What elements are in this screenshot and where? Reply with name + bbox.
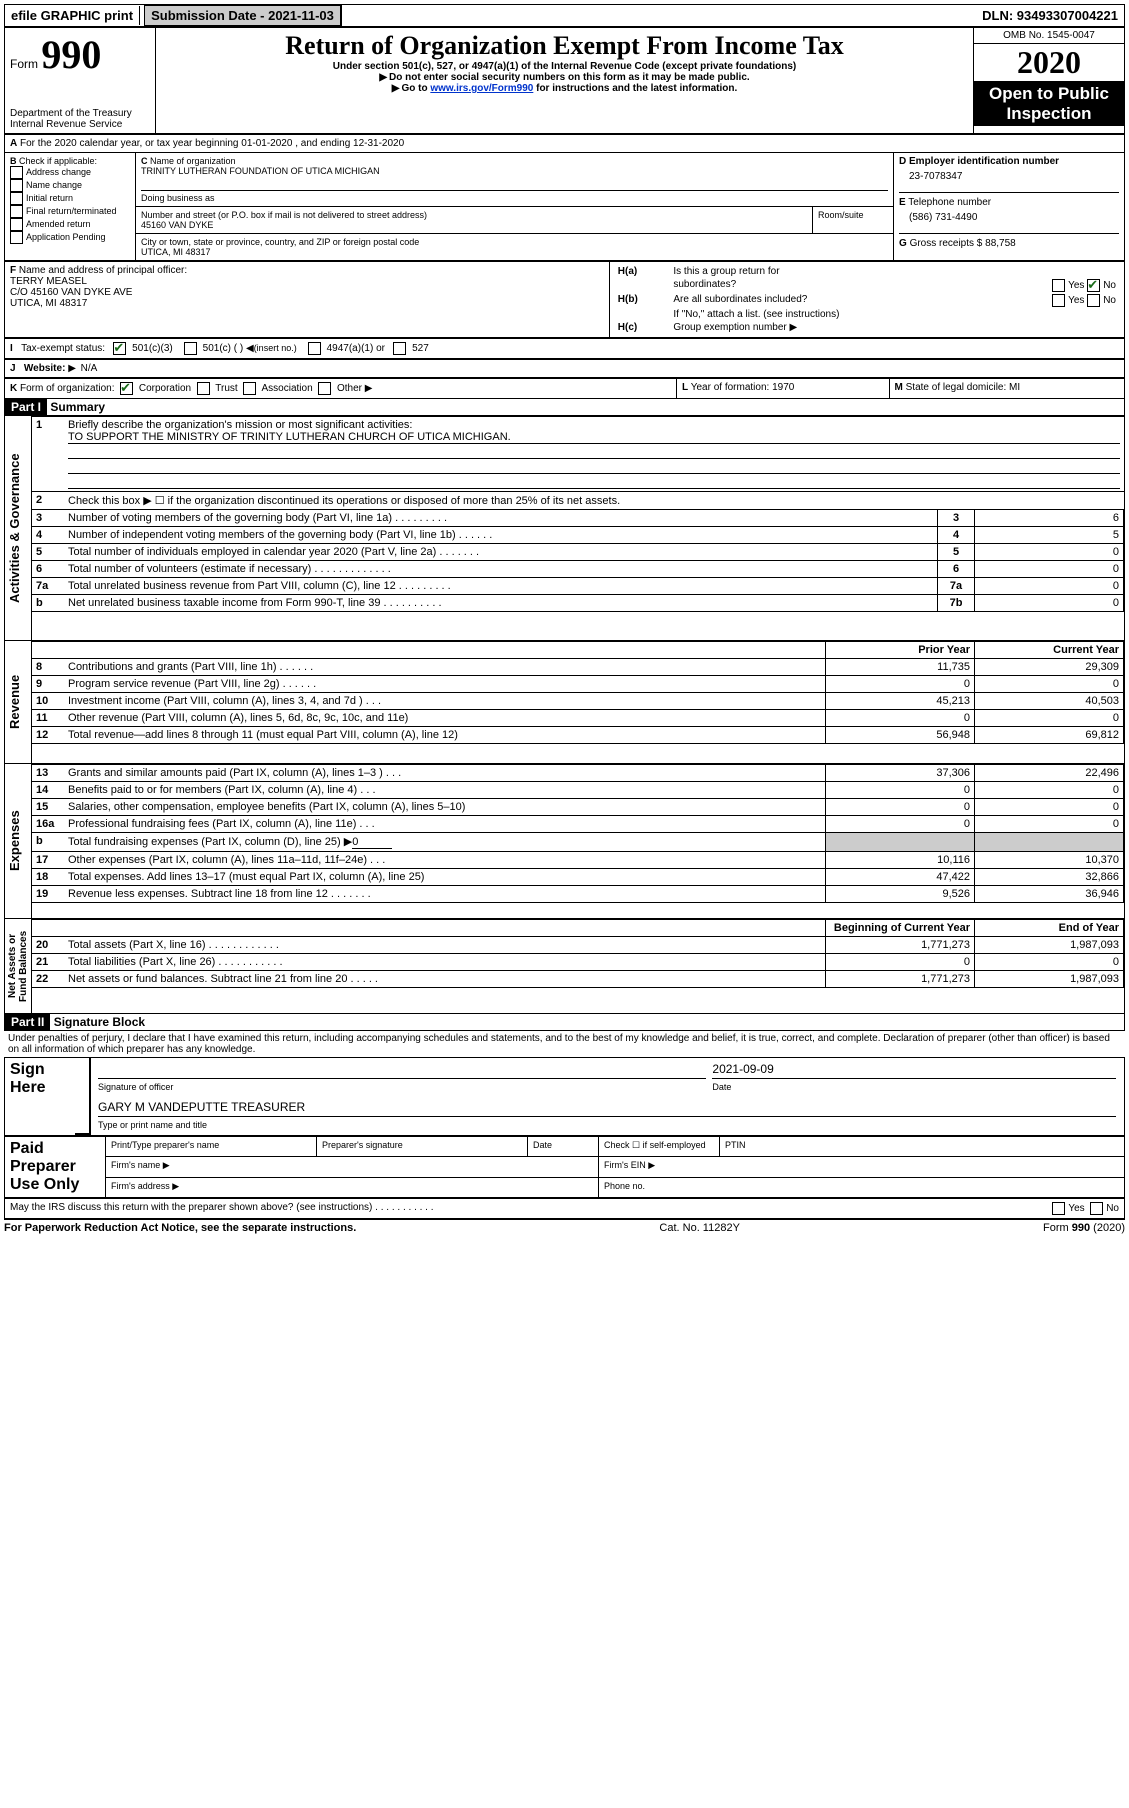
submission-date-btn[interactable]: Submission Date - 2021-11-03: [144, 5, 341, 26]
form-footer: Form 990 (2020): [1043, 1222, 1125, 1234]
omb: OMB No. 1545-0047: [974, 28, 1124, 44]
addr-change-cb[interactable]: [10, 166, 23, 179]
sec-activities: Activities & Governance: [5, 416, 24, 640]
other-cb[interactable]: [318, 382, 331, 395]
officer-sig-name: GARY M VANDEPUTTE TREASURER: [98, 1100, 1116, 1117]
final-cb[interactable]: [10, 205, 23, 218]
efile-label: efile GRAPHIC print: [5, 6, 140, 25]
form-prefix: Form: [10, 57, 38, 71]
l7b-val: 0: [975, 595, 1124, 612]
sign-date: 2021-09-09: [712, 1062, 1116, 1079]
mission: TO SUPPORT THE MINISTRY OF TRINITY LUTHE…: [68, 431, 1120, 444]
gross-receipts: 88,758: [985, 238, 1016, 249]
form990-link[interactable]: www.irs.gov/Form990: [430, 83, 533, 94]
sec-expenses: Expenses: [5, 764, 24, 918]
discuss-yes-cb[interactable]: [1052, 1202, 1065, 1215]
pra-notice: For Paperwork Reduction Act Notice, see …: [4, 1222, 356, 1234]
discuss-no-cb[interactable]: [1090, 1202, 1103, 1215]
paid-prep: Paid Preparer Use Only: [10, 1140, 100, 1194]
org-name: TRINITY LUTHERAN FOUNDATION OF UTICA MIC…: [141, 166, 380, 176]
l4-val: 5: [975, 527, 1124, 544]
l7a-val: 0: [975, 578, 1124, 595]
ha-yes-cb[interactable]: [1052, 279, 1065, 292]
initial-cb[interactable]: [10, 192, 23, 205]
year-formation: 1970: [772, 382, 794, 393]
name-change-cb[interactable]: [10, 179, 23, 192]
l6-val: 0: [975, 561, 1124, 578]
phone: (586) 731-4490: [899, 208, 1119, 233]
amended-cb[interactable]: [10, 218, 23, 231]
city: UTICA, MI 48317: [141, 247, 211, 257]
dln: DLN: 93493307004221: [346, 6, 1124, 25]
501c3-cb[interactable]: [113, 342, 126, 355]
ein: 23-7078347: [899, 167, 1119, 192]
header-box: Form 990 Department of the Treasury Inte…: [4, 27, 1125, 134]
l5-val: 0: [975, 544, 1124, 561]
website: N/A: [81, 363, 98, 374]
main-title: Return of Organization Exempt From Incom…: [161, 31, 968, 61]
street: 45160 VAN DYKE: [141, 220, 213, 230]
l3-val: 6: [975, 510, 1124, 527]
part1-label: Part I: [5, 399, 47, 415]
subtitle-1: Under section 501(c), 527, or 4947(a)(1)…: [161, 61, 968, 72]
domicile: MI: [1009, 382, 1020, 393]
part2-label: Part II: [5, 1014, 50, 1030]
501c-cb[interactable]: [184, 342, 197, 355]
sign-here: Sign Here: [10, 1061, 70, 1097]
form-number: 990: [41, 32, 101, 77]
trust-cb[interactable]: [197, 382, 210, 395]
subtitle-2: Do not enter social security numbers on …: [389, 72, 750, 83]
corp-cb[interactable]: [120, 382, 133, 395]
hb-yes-cb[interactable]: [1052, 294, 1065, 307]
4947-cb[interactable]: [308, 342, 321, 355]
sec-revenue: Revenue: [5, 641, 24, 763]
app-pending-cb[interactable]: [10, 231, 23, 244]
hb-no-cb[interactable]: [1087, 294, 1100, 307]
open-inspection: Open to Public Inspection: [974, 82, 1124, 126]
ha-no-cb[interactable]: [1087, 279, 1100, 292]
officer-name: TERRY MEASEL: [10, 276, 87, 287]
tax-year: 2020: [974, 44, 1124, 82]
top-bar: efile GRAPHIC print Submission Date - 20…: [4, 4, 1125, 27]
perjury-decl: Under penalties of perjury, I declare th…: [4, 1031, 1125, 1057]
assoc-cb[interactable]: [243, 382, 256, 395]
cat-no: Cat. No. 11282Y: [659, 1222, 740, 1234]
sec-netassets: Net Assets or Fund Balances: [5, 919, 31, 1013]
dept: Department of the Treasury Internal Reve…: [10, 108, 150, 130]
527-cb[interactable]: [393, 342, 406, 355]
identity-box: A For the 2020 calendar year, or tax yea…: [4, 134, 1125, 261]
